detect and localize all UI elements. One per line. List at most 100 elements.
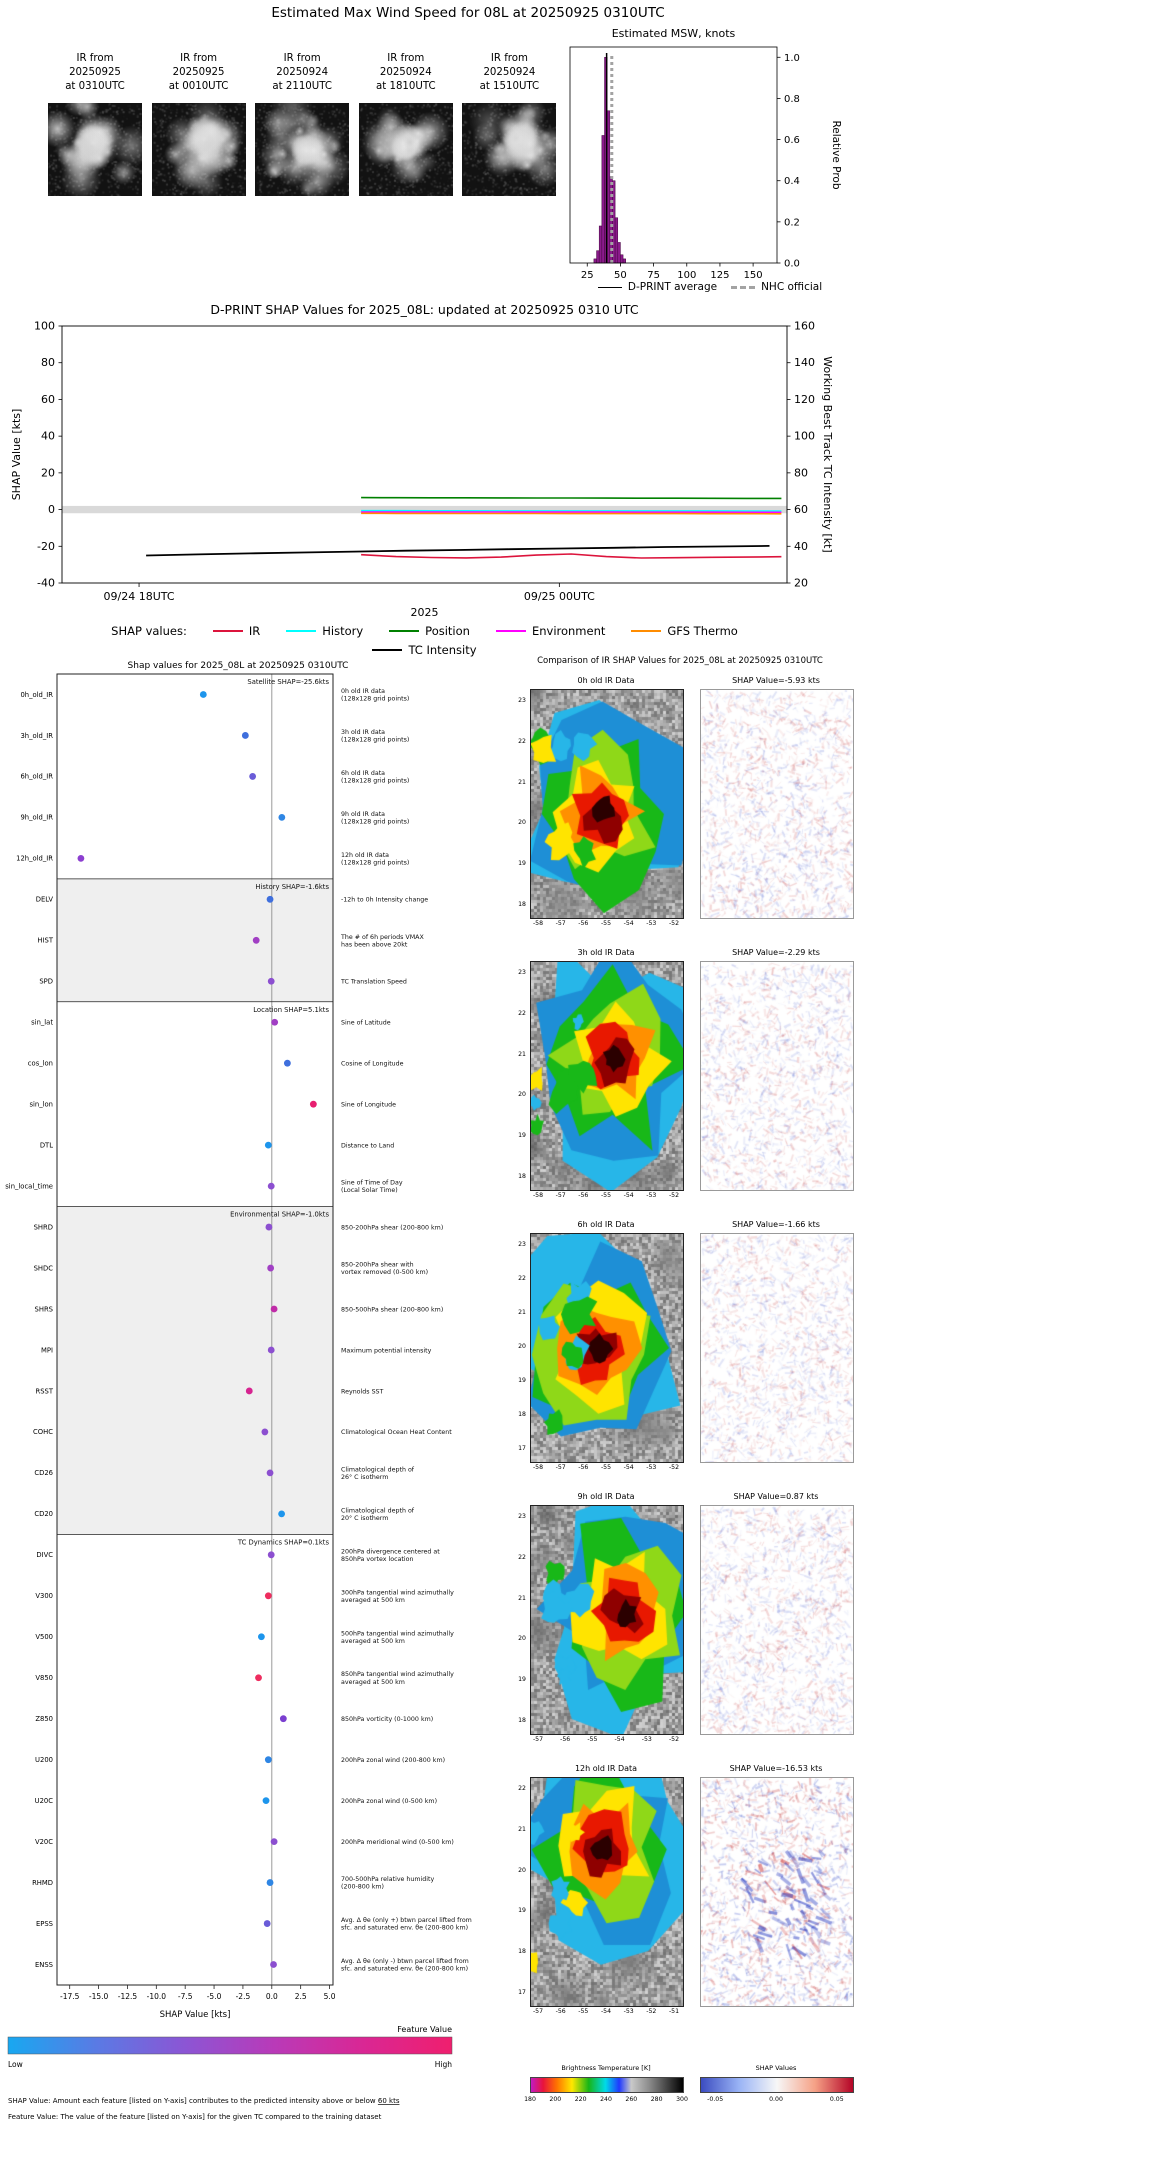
longitude-tick-label: -53 — [623, 2008, 634, 2015]
feature-name: DELV — [36, 896, 54, 904]
histogram-title: Estimated MSW, knots — [612, 27, 736, 40]
x-axis-label: 2025 — [411, 606, 439, 619]
legend-label: IR — [248, 623, 261, 638]
feature-description: Sine of Latitude — [341, 1020, 391, 1027]
x-tick-label: 150 — [744, 270, 763, 281]
feature-shap-dot — [270, 1838, 278, 1846]
feature-name: V20C — [35, 1838, 53, 1846]
x-tick-label: -15.0 — [89, 1992, 109, 2001]
histogram-bar — [614, 217, 619, 264]
series-line-ir — [361, 553, 782, 559]
timeseries-plot-box — [61, 325, 788, 584]
shap-value-subtitle: SHAP Value=-5.93 kts — [732, 676, 820, 685]
legend-item: NHC official — [731, 281, 822, 293]
feature-name: SHRS — [35, 1305, 53, 1313]
feature-name: CD20 — [34, 1510, 53, 1518]
ir-thumbnail-label-line: IR from — [180, 53, 218, 64]
longitude-tick-label: -55 — [600, 1192, 612, 1199]
latitude-tick-label: 17 — [518, 1445, 526, 1452]
longitude-tick-label: -58 — [532, 1464, 544, 1471]
feature-shap-dot — [267, 1264, 275, 1272]
feature-plot-box — [56, 673, 334, 1986]
ir-thumbnail-image — [358, 103, 453, 196]
ir-thumbnail-label: IR from 20250924 at 2110UTC — [255, 52, 349, 94]
feature-description: 500hPa tangential wind azimuthally — [341, 1630, 454, 1637]
latitude-tick-label: 21 — [518, 1594, 526, 1602]
feature-name: RSST — [35, 1387, 53, 1395]
feature-description: 20° C isotherm — [341, 1514, 388, 1522]
feature-name: 6h_old_IR — [20, 773, 53, 781]
y-tick-label: 0.2 — [784, 217, 800, 228]
legend-label: GFS Thermo — [667, 623, 738, 638]
footnote: SHAP Value: Amount each feature [listed … — [8, 2097, 400, 2105]
latitude-tick-label: 20 — [518, 819, 526, 827]
feature-description: (128x128 grid points) — [341, 696, 409, 703]
y-tick-label-left: -20 — [37, 540, 55, 553]
feature-shap-dot — [267, 1551, 275, 1559]
latitude-tick-label: 18 — [518, 1173, 526, 1180]
feature-description: 12h old IR data — [341, 852, 389, 859]
feature-name: V850 — [35, 1674, 53, 1682]
feature-shap-dot — [270, 1961, 277, 1968]
feature-name: HIST — [37, 937, 53, 945]
latitude-tick-label: 23 — [518, 969, 526, 976]
longitude-tick-label: -56 — [555, 2008, 566, 2015]
feature-description: (128x128 grid points) — [341, 818, 409, 825]
y-tick-label: 0.6 — [784, 135, 800, 146]
y-tick-label-left: 60 — [41, 393, 55, 406]
feature-name: DTL — [40, 1141, 53, 1149]
ir-thumbnail-label-line: at 1510UTC — [479, 81, 540, 92]
latitude-tick-label: 23 — [518, 1241, 526, 1248]
feature-name: CD26 — [34, 1469, 53, 1477]
y-tick-label: 1.0 — [784, 53, 800, 64]
feature-description: 850hPa vortex location — [341, 1556, 414, 1563]
latitude-tick-label: 18 — [518, 1948, 526, 1956]
latitude-tick-label: 17 — [518, 1989, 526, 1996]
legend-line-sample — [389, 629, 420, 632]
longitude-tick-label: -57 — [555, 1464, 566, 1471]
ir-thumbnail-label-line: at 0310UTC — [65, 81, 125, 92]
ir-thumbnail-image — [255, 103, 350, 196]
feature-shap-dot — [262, 1797, 270, 1805]
legend-label: NHC official — [761, 281, 823, 293]
feature-shap-dot — [267, 1346, 275, 1354]
feature-description: (128x128 grid points) — [341, 859, 409, 866]
feature-description: sfc. and saturated env. θe (200-800 km) — [341, 1925, 468, 1932]
ir-data-image — [530, 1505, 684, 1735]
latitude-tick-label: 21 — [518, 1050, 526, 1058]
legend-title: SHAP values: — [111, 623, 187, 638]
feature-name: ENSS — [35, 1961, 53, 1969]
feature-shap-dot — [264, 1756, 272, 1764]
brightness-temperature-colorbar — [530, 2077, 684, 2093]
x-tick-label: -5.0 — [207, 1992, 222, 2001]
longitude-tick-label: -55 — [600, 1464, 612, 1471]
feature-name: MPI — [41, 1346, 53, 1354]
feature-shap-dot — [199, 691, 207, 698]
feature-shap-dot — [245, 1387, 253, 1395]
y-tick-label-right: 140 — [794, 356, 815, 369]
x-tick-label: -10.0 — [147, 1992, 167, 2001]
y-tick-label-left: 20 — [41, 466, 55, 479]
legend-label: D-PRINT average — [627, 281, 718, 293]
feature-description: 3h old IR data — [341, 729, 385, 736]
feature-description: averaged at 500 km — [341, 1679, 405, 1686]
histogram-legend: D-PRINT average NHC official — [560, 281, 860, 293]
x-tick-label: 50 — [614, 270, 627, 281]
timeseries-legend: SHAP values: IR History Position Environment… — [62, 621, 787, 659]
longitude-tick-label: -58 — [532, 920, 544, 927]
ir-thumbnail-label-line: IR from — [76, 53, 114, 64]
feature-description: averaged at 500 km — [341, 1638, 405, 1645]
feature-description: Climatological depth of — [341, 1507, 415, 1514]
legend-line-sample — [495, 629, 526, 632]
feature-description: 200hPa divergence centered at — [341, 1548, 440, 1555]
legend-line-sample — [212, 629, 243, 632]
legend-label: TC Intensity — [408, 642, 477, 657]
latitude-tick-label: 20 — [518, 1343, 526, 1350]
feature-name: SPD — [39, 978, 53, 986]
ir-thumbnail-image — [151, 103, 246, 196]
y-tick-label: 0.4 — [784, 176, 800, 187]
feature-description: Sine of Time of Day — [341, 1180, 403, 1187]
x-tick-label: 100 — [677, 270, 696, 281]
feature-description: 850-200hPa shear with — [341, 1262, 414, 1269]
